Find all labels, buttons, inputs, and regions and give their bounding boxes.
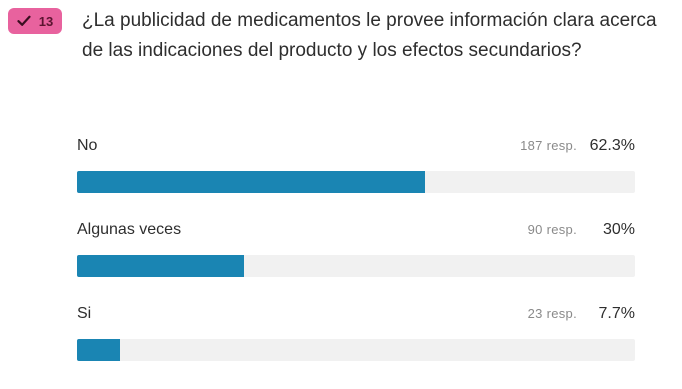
answer-bar-fill bbox=[77, 171, 425, 193]
question-number-badge: 13 bbox=[8, 8, 62, 34]
check-icon bbox=[17, 15, 31, 26]
answer-row: No 187 resp. 62.3% bbox=[77, 137, 635, 221]
question-title: ¿La publicidad de medicamentos le provee… bbox=[82, 10, 657, 61]
answer-bar-fill bbox=[77, 339, 120, 361]
answer-row: Si 23 resp. 7.7% bbox=[77, 305, 635, 389]
answer-response-count: 90 resp. bbox=[527, 222, 577, 237]
answer-row: Algunas veces 90 resp. 30% bbox=[77, 221, 635, 305]
answer-response-count: 187 resp. bbox=[520, 138, 577, 153]
answer-response-count: 23 resp. bbox=[527, 306, 577, 321]
answer-label: No bbox=[77, 137, 98, 154]
answer-percentage: 62.3% bbox=[589, 137, 635, 154]
question-number: 13 bbox=[38, 13, 54, 29]
answer-bar-track bbox=[77, 339, 635, 361]
answer-percentage: 7.7% bbox=[598, 305, 635, 322]
answer-list: No 187 resp. 62.3% Algunas veces 90 resp… bbox=[77, 137, 635, 389]
answer-bar-track bbox=[77, 255, 635, 277]
answer-label: Algunas veces bbox=[77, 221, 182, 238]
answer-percentage: 30% bbox=[602, 221, 635, 238]
answer-bar-track bbox=[77, 171, 635, 193]
answer-bar-fill bbox=[77, 255, 245, 277]
answer-label: Si bbox=[77, 305, 92, 322]
